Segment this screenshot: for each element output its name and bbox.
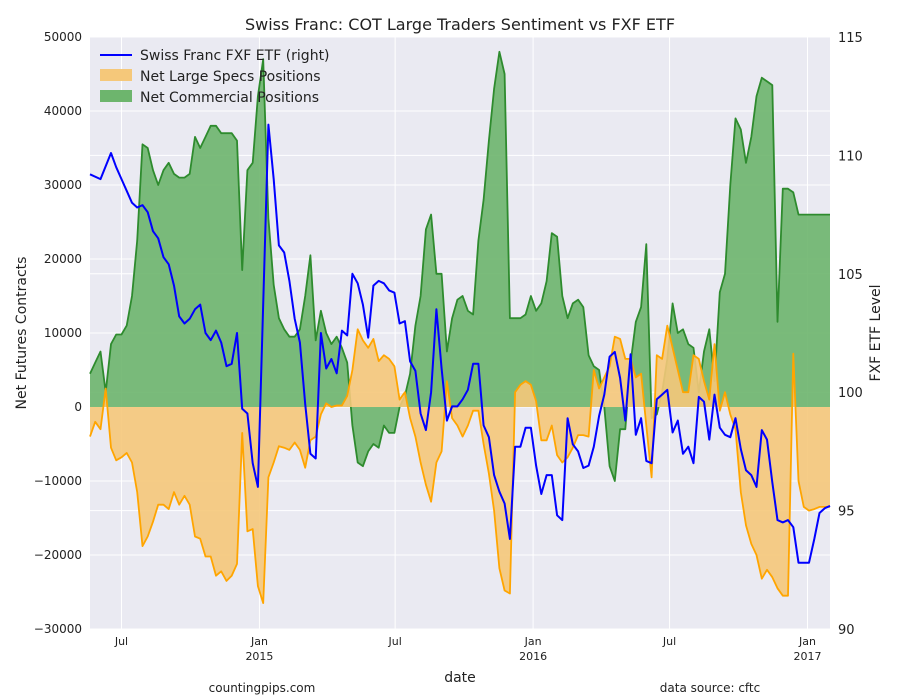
axes: −30000 −20000 −10000 0 10000 20000 30000 40000 5… <box>34 30 863 663</box>
y-tick-label-left: 40000 <box>44 104 82 118</box>
credit-left: countingpips.com <box>209 681 316 695</box>
fxf-etf-line <box>89 123 831 564</box>
area-series <box>89 50 830 604</box>
chart-title: Swiss Franc: COT Large Traders Sentiment… <box>245 15 675 34</box>
x-axis-label: date <box>444 670 476 686</box>
area-fill-specs <box>90 325 830 604</box>
y-tick-label-left: 0 <box>74 400 82 414</box>
y-tick-label-left: −10000 <box>34 474 82 488</box>
area-edge-specs <box>89 324 830 604</box>
x-tick-label: Jan <box>250 635 268 648</box>
y-tick-label-left: −30000 <box>34 622 82 636</box>
area-edge-commercial <box>89 50 830 482</box>
legend-label-fxf: Swiss Franc FXF ETF (right) <box>140 48 330 64</box>
y-tick-label-left: 30000 <box>44 178 82 192</box>
credit-right: data source: cftc <box>660 681 760 695</box>
y-tick-label-left: 10000 <box>44 326 82 340</box>
legend-swatch-commercial <box>100 90 132 102</box>
y-tick-label-right: 90 <box>838 623 855 638</box>
y-tick-label-left: −20000 <box>34 548 82 562</box>
x-tick-label: Jul <box>388 635 402 648</box>
y-tick-label-right: 115 <box>838 31 863 46</box>
y-tick-label-right: 105 <box>838 268 863 283</box>
legend-label-specs: Net Large Specs Positions <box>140 69 321 85</box>
y-tick-label-right: 95 <box>838 505 855 520</box>
y-tick-label-left: 20000 <box>44 252 82 266</box>
x-tick-label: Jul <box>114 635 128 648</box>
x-tick-sublabel: 2017 <box>794 650 822 663</box>
y-tick-label-left: 50000 <box>44 30 82 44</box>
legend-label-commercial: Net Commercial Positions <box>140 90 319 106</box>
y-axis-right-label: FXF ETF Level <box>868 284 884 381</box>
x-tick-sublabel: 2015 <box>245 650 273 663</box>
x-tick-label: Jul <box>662 635 676 648</box>
y-axis-label: Net Futures Contracts <box>14 257 30 410</box>
x-tick-label: Jan <box>524 635 542 648</box>
area-fill-commercial <box>90 51 830 482</box>
legend-swatch-specs <box>100 69 132 81</box>
y-tick-label-right: 110 <box>838 149 863 164</box>
x-tick-sublabel: 2016 <box>519 650 547 663</box>
y-tick-label-right: 100 <box>838 386 863 401</box>
legend: Swiss Franc FXF ETF (right) Net Large Sp… <box>100 48 330 106</box>
x-tick-label: Jan <box>798 635 816 648</box>
line-series <box>89 123 831 564</box>
